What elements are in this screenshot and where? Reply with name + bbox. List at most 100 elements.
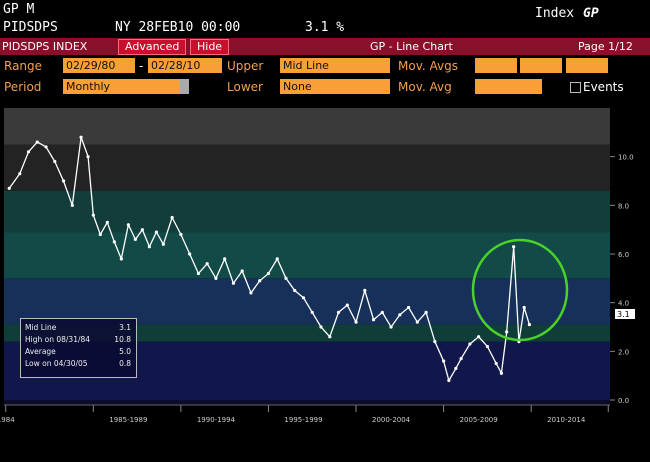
x-tick-label: 1995-1999: [284, 416, 322, 424]
range-separator: -: [139, 59, 144, 73]
period-dropdown-icon[interactable]: [180, 79, 189, 94]
data-point: [415, 320, 419, 324]
ticker-label: PIDSDPS: [3, 20, 58, 35]
data-point: [380, 310, 384, 314]
legend-mid-line-value: 3.1: [119, 323, 131, 332]
period-select[interactable]: Monthly: [63, 79, 180, 94]
data-point: [126, 223, 130, 227]
lower-select[interactable]: None: [280, 79, 390, 94]
data-point: [389, 325, 393, 329]
data-point: [301, 296, 306, 300]
data-point: [459, 357, 463, 361]
data-point: [371, 318, 376, 322]
timestamp-label: NY 28FEB10 00:00: [115, 20, 241, 35]
data-point: [527, 322, 532, 327]
data-point: [512, 245, 516, 249]
legend-average-value: 5.0: [119, 347, 131, 356]
legend-low-value: 0.8: [119, 359, 131, 368]
data-point: [91, 213, 95, 217]
upper-label: Upper: [227, 59, 264, 73]
data-point: [406, 305, 411, 310]
data-point: [336, 310, 341, 314]
data-point: [505, 330, 509, 334]
data-point: [442, 359, 446, 363]
data-point: [112, 240, 116, 244]
data-point: [154, 230, 158, 234]
mov-avg-field-1[interactable]: [475, 58, 517, 73]
x-tick-label: 1985-1989: [109, 416, 147, 424]
data-point: [119, 257, 123, 261]
mov-avg-field-3[interactable]: [566, 58, 608, 73]
legend-low: Low on 04/30/05 0.8: [25, 359, 135, 369]
x-tick-label: 1984: [0, 416, 15, 424]
data-point: [18, 172, 22, 176]
y-tick-label: 4.0: [618, 300, 629, 308]
x-tick-label: 2005-2009: [460, 416, 498, 424]
chart-title: GP - Line Chart: [370, 40, 453, 53]
data-point: [7, 186, 11, 190]
range-start-field[interactable]: 02/29/80: [63, 58, 135, 73]
security-line: GP M: [3, 2, 35, 17]
upper-select[interactable]: Mid Line: [280, 58, 390, 73]
data-point: [328, 335, 332, 339]
data-point: [196, 271, 201, 276]
data-point: [79, 135, 83, 139]
data-point: [310, 310, 314, 314]
advanced-button[interactable]: Advanced: [118, 39, 187, 55]
data-point: [494, 361, 498, 366]
data-point: [86, 155, 90, 159]
data-point: [275, 257, 279, 261]
y-tick-label: 8.0: [618, 202, 629, 210]
data-point: [499, 371, 504, 375]
legend-average: Average 5.0: [25, 347, 135, 357]
data-point: [319, 325, 323, 329]
mov-avg-field-2[interactable]: [520, 58, 562, 73]
chart-band: [4, 400, 610, 405]
page-indicator[interactable]: Page 1/12: [578, 40, 633, 53]
data-point: [284, 276, 288, 280]
range-label: Range: [4, 59, 43, 73]
data-point: [170, 215, 174, 220]
data-point: [147, 245, 151, 249]
data-point: [161, 242, 165, 246]
mov-avg-label: Mov. Avg: [398, 80, 452, 94]
title-bar: [0, 38, 650, 55]
data-point: [26, 150, 31, 154]
data-point: [240, 269, 244, 273]
y-axis: 0.0 2.0 4.0 6.0 8.0 10.0: [610, 154, 634, 405]
range-end-field[interactable]: 02/28/10: [148, 58, 222, 73]
data-point: [70, 203, 74, 207]
chart-bands: [4, 108, 610, 405]
chart-band: [4, 108, 610, 145]
data-point: [522, 305, 526, 310]
data-point: [485, 344, 489, 349]
data-point: [44, 145, 48, 149]
data-point: [345, 303, 349, 307]
y-tick-label: 6.0: [618, 251, 629, 259]
hide-button[interactable]: Hide: [190, 39, 230, 55]
legend-mid-line: Mid Line 3.1: [25, 323, 135, 333]
data-point: [35, 140, 39, 144]
lower-label: Lower: [227, 80, 263, 94]
data-point: [447, 378, 451, 383]
chart-legend: Mid Line 3.1 High on 08/31/84 10.8 Avera…: [20, 318, 137, 378]
x-tick-label: 1990-1994: [197, 416, 236, 424]
data-point: [133, 237, 137, 241]
last-value-label: 3.1 %: [305, 20, 345, 35]
y-tick-label: 0.0: [618, 397, 629, 405]
legend-average-name: Average: [25, 347, 56, 356]
data-point: [98, 232, 102, 237]
chart-band: [4, 144, 610, 191]
series-layer: [7, 135, 532, 383]
data-point: [258, 279, 262, 283]
events-checkbox[interactable]: [570, 82, 581, 93]
legend-high: High on 08/31/84 10.8: [25, 335, 135, 345]
mov-avg-select[interactable]: [475, 79, 542, 94]
data-point: [231, 281, 236, 285]
data-point: [477, 335, 481, 339]
y-tick-label: 2.0: [618, 348, 629, 356]
data-point: [433, 340, 437, 344]
data-point: [293, 288, 297, 293]
annotation-circle: [471, 238, 569, 342]
x-tick-label: 2010-2014: [547, 416, 586, 424]
